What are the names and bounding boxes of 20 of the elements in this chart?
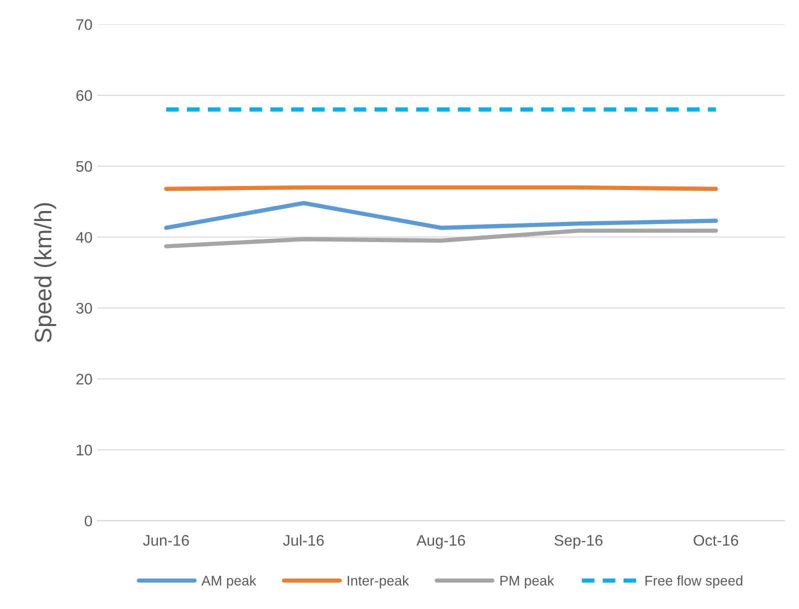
x-tick-label: Jul-16 (283, 534, 324, 546)
x-tick-label: Oct-16 (694, 534, 738, 546)
legend-label: AM peak (201, 575, 256, 588)
y-tick-label: 30 (76, 302, 92, 314)
x-tick-label: Jun-16 (143, 534, 189, 546)
y-axis-title: Speed (km/h) (34, 203, 56, 342)
y-tick-label: 40 (76, 232, 92, 243)
line-series (164, 228, 718, 248)
x-tick-label: Aug-16 (416, 534, 466, 549)
legend-label: Inter-peak (348, 575, 410, 588)
y-tick-label: 0 (84, 516, 92, 526)
y-tick-label: 50 (76, 161, 92, 172)
line-series (164, 200, 718, 230)
y-tick-label: 10 (76, 444, 92, 456)
x-tick-label: Sep-16 (554, 534, 602, 549)
y-tick-label: 60 (76, 90, 92, 101)
legend-label: Free flow speed (646, 575, 742, 588)
y-tick-label: 70 (76, 19, 92, 30)
legend-label: PM peak (500, 575, 554, 588)
y-tick-label: 20 (76, 374, 92, 385)
